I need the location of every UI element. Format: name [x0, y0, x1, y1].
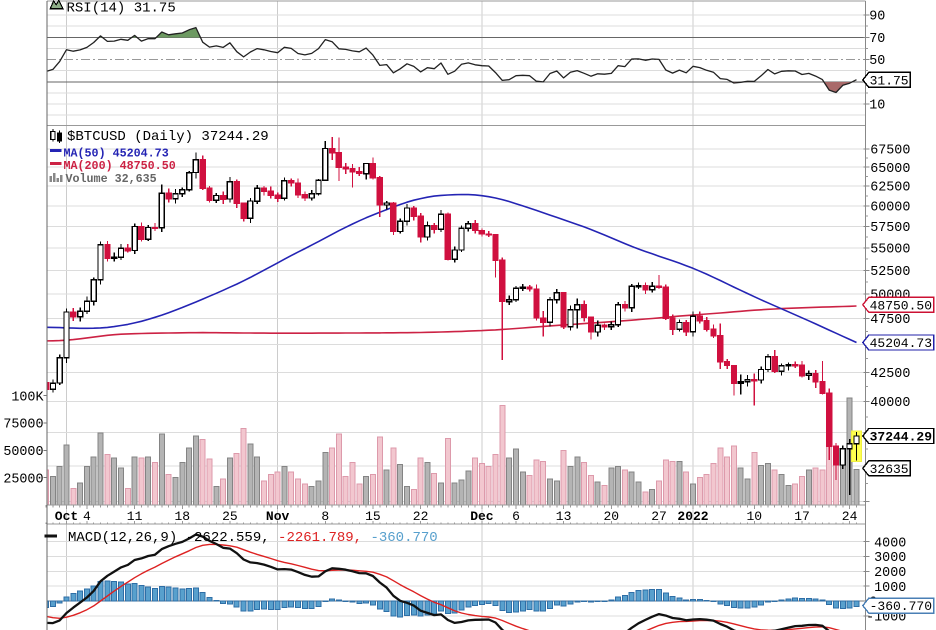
- svg-text:Nov: Nov: [266, 509, 290, 524]
- svg-text:24: 24: [842, 509, 858, 524]
- svg-text:1000: 1000: [874, 581, 906, 596]
- svg-text:MA(50) 45204.73: MA(50) 45204.73: [64, 146, 169, 160]
- svg-text:2022: 2022: [677, 509, 708, 524]
- svg-text:60000: 60000: [870, 200, 910, 215]
- svg-text:10: 10: [869, 99, 885, 114]
- svg-text:17: 17: [794, 509, 810, 524]
- svg-text:10: 10: [746, 509, 762, 524]
- svg-text:75000: 75000: [3, 418, 43, 433]
- svg-text:57500: 57500: [870, 221, 910, 236]
- svg-text:31.75: 31.75: [870, 74, 909, 89]
- svg-text:18: 18: [174, 509, 190, 524]
- svg-text:40000: 40000: [870, 396, 910, 411]
- svg-text:4000: 4000: [874, 536, 906, 551]
- svg-text:55000: 55000: [870, 242, 910, 257]
- svg-text:Oct: Oct: [55, 509, 78, 524]
- svg-text:Volume 32,635: Volume 32,635: [66, 172, 157, 186]
- svg-text:27: 27: [651, 509, 667, 524]
- svg-text:-1000: -1000: [866, 610, 906, 625]
- svg-text:3000: 3000: [874, 551, 906, 566]
- svg-text:13: 13: [556, 509, 572, 524]
- svg-text:32635: 32635: [870, 462, 909, 477]
- svg-text:4: 4: [83, 509, 91, 524]
- svg-text:70: 70: [869, 32, 885, 47]
- svg-text:48750.50: 48750.50: [870, 298, 932, 313]
- svg-text:15: 15: [365, 509, 381, 524]
- svg-text:$BTCUSD (Daily) 37244.29: $BTCUSD (Daily) 37244.29: [67, 129, 269, 145]
- svg-text:MACD(12,26,9) -2622.559, -2261: MACD(12,26,9) -2622.559, -2261.789, -360…: [68, 530, 438, 546]
- svg-text:8: 8: [321, 509, 329, 524]
- svg-text:25000: 25000: [3, 472, 43, 487]
- svg-text:11: 11: [127, 509, 143, 524]
- svg-text:62500: 62500: [870, 181, 910, 196]
- svg-text:100K: 100K: [11, 390, 44, 405]
- svg-text:20: 20: [603, 509, 619, 524]
- svg-text:25: 25: [222, 509, 238, 524]
- svg-text:Dec: Dec: [470, 509, 494, 524]
- svg-text:65000: 65000: [870, 162, 910, 177]
- svg-text:6: 6: [512, 509, 520, 524]
- svg-text:RSI(14) 31.75: RSI(14) 31.75: [67, 1, 176, 17]
- svg-text:37244.29: 37244.29: [870, 430, 933, 445]
- svg-text:52500: 52500: [870, 265, 910, 280]
- svg-text:47500: 47500: [870, 313, 910, 328]
- svg-text:MA(200) 48750.50: MA(200) 48750.50: [64, 159, 176, 173]
- svg-text:42500: 42500: [870, 367, 910, 382]
- svg-text:22: 22: [413, 509, 429, 524]
- svg-text:45204.73: 45204.73: [870, 336, 932, 351]
- svg-text:2000: 2000: [874, 566, 906, 581]
- svg-text:50000: 50000: [3, 445, 43, 460]
- svg-text:90: 90: [869, 10, 885, 25]
- svg-text:50: 50: [869, 54, 885, 69]
- svg-text:67500: 67500: [870, 144, 910, 159]
- svg-text:-360.770: -360.770: [870, 599, 932, 614]
